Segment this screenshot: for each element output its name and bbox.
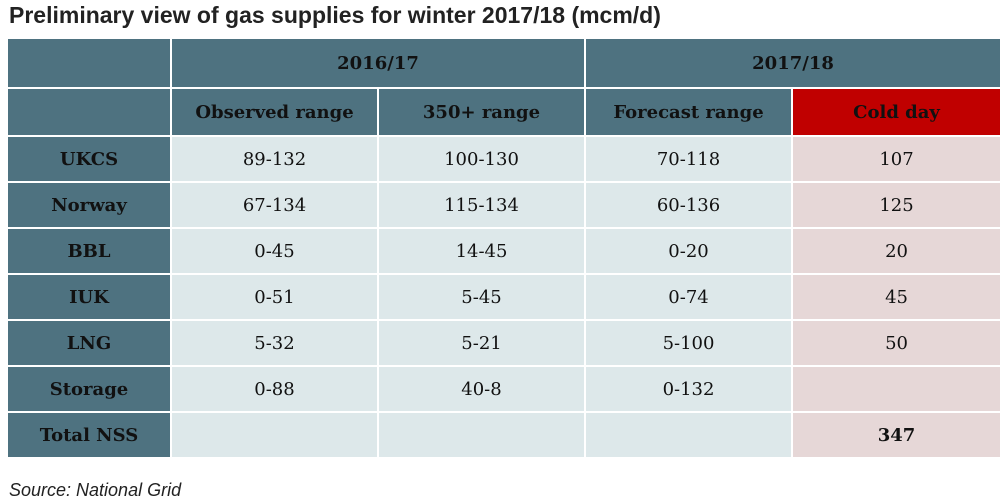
table-row: Total NSS 347 bbox=[6, 411, 1003, 459]
header-corner-cell bbox=[6, 37, 172, 89]
gas-supply-table: 2016/17 2017/18 Observed range 350+ rang… bbox=[6, 37, 1003, 459]
row-label: Total NSS bbox=[6, 411, 172, 459]
table-cell bbox=[376, 411, 587, 459]
table-cell: 5-45 bbox=[376, 273, 587, 321]
table-cell: 40-8 bbox=[376, 365, 587, 413]
table-cell: 115-134 bbox=[376, 181, 587, 229]
row-label: Storage bbox=[6, 365, 172, 413]
table-cell: 50 bbox=[791, 319, 1003, 367]
table-row: UKCS 89-132 100-130 70-118 107 bbox=[6, 135, 1003, 183]
table-cell: 107 bbox=[791, 135, 1003, 183]
table-cell: 5-100 bbox=[584, 319, 794, 367]
table-row: Storage 0-88 40-8 0-132 bbox=[6, 365, 1003, 413]
table-cell: 0-20 bbox=[584, 227, 794, 275]
header-group-2016-17: 2016/17 bbox=[169, 37, 587, 89]
header-group-row: 2016/17 2017/18 bbox=[6, 37, 1003, 89]
column-header-forecast-range: Forecast range bbox=[584, 87, 794, 137]
table-cell bbox=[584, 411, 794, 459]
column-header-cold-day: Cold day bbox=[791, 87, 1003, 137]
row-label: IUK bbox=[6, 273, 172, 321]
table-row: IUK 0-51 5-45 0-74 45 bbox=[6, 273, 1003, 321]
source-note: Source: National Grid bbox=[9, 480, 182, 500]
table-cell: 5-32 bbox=[170, 319, 379, 367]
column-header-row: Observed range 350+ range Forecast range… bbox=[6, 87, 1003, 137]
table-cell: 67-134 bbox=[170, 181, 379, 229]
table-cell: 125 bbox=[791, 181, 1003, 229]
row-label: LNG bbox=[6, 319, 172, 367]
table-cell: 0-51 bbox=[170, 273, 379, 321]
row-label: UKCS bbox=[6, 135, 172, 183]
header-corner-cell bbox=[6, 87, 172, 137]
table-cell: 347 bbox=[791, 411, 1003, 459]
table-cell: 100-130 bbox=[376, 135, 587, 183]
table-row: Norway 67-134 115-134 60-136 125 bbox=[6, 181, 1003, 229]
column-header-350-range: 350+ range bbox=[376, 87, 587, 137]
row-label: BBL bbox=[6, 227, 172, 275]
header-group-2017-18: 2017/18 bbox=[584, 37, 1003, 89]
table-row: LNG 5-32 5-21 5-100 50 bbox=[6, 319, 1003, 367]
table-cell: 45 bbox=[791, 273, 1003, 321]
table-cell: 0-88 bbox=[170, 365, 379, 413]
chart-title: Preliminary view of gas supplies for win… bbox=[9, 2, 661, 28]
row-label: Norway bbox=[6, 181, 172, 229]
table-cell: 0-45 bbox=[170, 227, 379, 275]
table-cell: 89-132 bbox=[170, 135, 379, 183]
table-cell: 5-21 bbox=[376, 319, 587, 367]
table-cell: 70-118 bbox=[584, 135, 794, 183]
table-cell bbox=[791, 365, 1003, 413]
table-cell: 0-132 bbox=[584, 365, 794, 413]
table-cell: 20 bbox=[791, 227, 1003, 275]
table-cell: 0-74 bbox=[584, 273, 794, 321]
table-cell: 60-136 bbox=[584, 181, 794, 229]
table-cell bbox=[170, 411, 379, 459]
table-row: BBL 0-45 14-45 0-20 20 bbox=[6, 227, 1003, 275]
column-header-observed-range: Observed range bbox=[170, 87, 379, 137]
table-cell: 14-45 bbox=[376, 227, 587, 275]
